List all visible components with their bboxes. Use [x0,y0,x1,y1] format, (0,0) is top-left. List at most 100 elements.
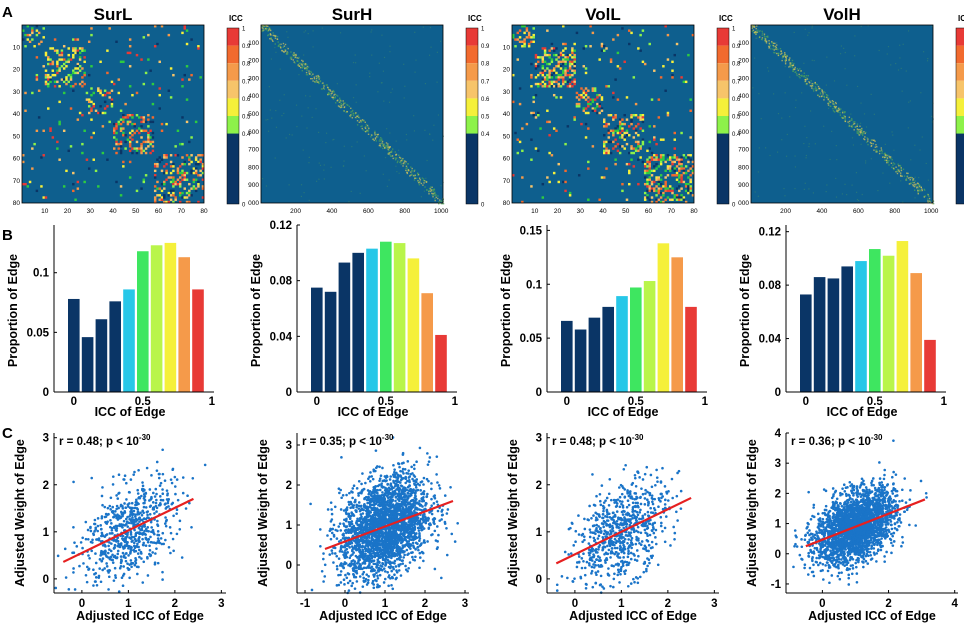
heatmap-cell [117,147,121,150]
heatmap-cell [153,189,157,193]
heatmap-cell [655,162,658,166]
scatter-point [84,537,88,541]
heatmap-cell [172,73,175,77]
scatter-point [110,526,114,530]
scatter-point [154,487,158,491]
heatmap-cell [410,166,412,168]
heatmap-cell [637,182,640,186]
heatmap-cell [664,89,667,92]
scatter-point [133,563,137,567]
histogram-bar [827,278,840,392]
scatter-point [143,495,147,498]
heatmap-cell [657,98,661,101]
scatter-point [153,495,157,498]
heatmap-cell [381,142,383,145]
heatmap-cell [854,121,856,123]
heatmap-cell [843,111,846,114]
scatter-point [329,537,333,541]
scatter-point [75,545,79,548]
heatmap-cell [550,58,554,61]
heatmap-cell [437,114,440,116]
heatmap-cell [83,56,86,59]
heatmap-cell [653,165,656,168]
heatmap-cell [571,73,574,77]
scatter-point [419,489,422,492]
heatmap-cell [87,105,91,108]
y-tick-label: 60 [13,156,21,163]
heatmap-cell [97,111,100,115]
heatmap-cell [314,81,317,84]
heatmap-cell [165,162,168,166]
heatmap-cell [69,76,73,79]
heatmap-cell [355,84,357,86]
heatmap-cell [671,162,674,166]
y-tick-label: 20 [13,67,21,74]
heatmap-cell [822,91,824,93]
scatter-point [122,554,126,557]
heatmap-cell [422,26,424,28]
scatter-point [84,573,88,577]
heatmap-cell [853,122,856,125]
heatmap-cell [169,67,173,70]
heatmap-cell [760,118,762,120]
heatmap-cell [856,125,858,128]
heatmap-cell [566,53,570,57]
heatmap-cell [302,149,304,151]
heatmap-cell [817,85,820,88]
heatmap-cell [641,116,645,119]
heatmap-cell [537,85,540,88]
scatter-point [426,452,429,455]
x-tick-label: 20 [554,208,562,215]
heatmap-cell [607,131,611,135]
heatmap-cell [103,89,107,92]
heatmap-cell [49,129,52,132]
heatmap-cell [56,71,59,75]
scatter-point [123,511,127,514]
x-axis-label: ICC of Edge [827,405,898,419]
heatmap-cell [534,67,538,70]
heatmap-cell [60,49,64,52]
heatmap-cell [351,109,354,112]
stat-annotation: r = 0.48; p < 10-30 [59,433,151,448]
heatmap-cell [846,194,848,196]
heatmap-cell [126,116,130,119]
heatmap-cell [140,58,143,61]
heatmap-cell [382,173,384,175]
heatmap-cell [131,93,134,97]
heatmap-cell [788,66,790,68]
heatmap-cell [382,145,385,147]
heatmap-cell [172,176,175,179]
scatter-point [365,573,369,576]
heatmap-cell [286,31,288,33]
heatmap-cell [83,180,86,184]
heatmap-cell [47,62,50,66]
scatter-point [108,548,111,551]
heatmap-cell [634,125,638,128]
heatmap-cell [60,65,64,68]
heatmap-cell [388,146,391,149]
heatmap-cell [383,144,385,146]
heatmap-cell [820,88,823,91]
scatter-point [395,549,398,553]
scatter-point [364,552,367,556]
heatmap-cell [128,65,132,68]
y-tick-label: 600 [248,129,259,136]
heatmap-cell [174,182,177,186]
heatmap-cell [72,38,75,41]
scatter-point [153,512,156,515]
heatmap-cell [657,191,661,195]
heatmap-cell [119,60,123,64]
heatmap-cell [163,154,166,157]
scatter-point [115,529,118,532]
heatmap-cell [375,136,378,138]
heatmap-cell [94,169,98,173]
heatmap-cell [568,73,572,77]
heatmap-cell [557,56,560,59]
heatmap-cell [675,42,679,46]
scatter-point [361,472,364,475]
heatmap-cell [128,140,132,144]
scatter-point [161,498,165,502]
heatmap-cell [684,165,688,168]
heatmap-cell [532,33,535,37]
